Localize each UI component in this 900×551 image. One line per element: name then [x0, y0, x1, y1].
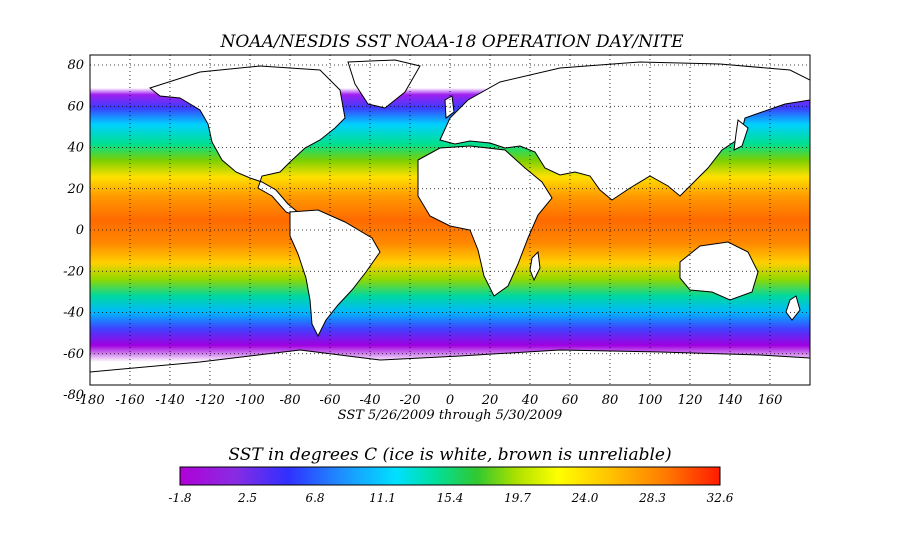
- colorbar-tick-label: 19.7: [504, 491, 531, 505]
- lat-tick-label: -80: [63, 388, 84, 403]
- colorbar-tick-label: -1.8: [168, 491, 192, 505]
- colorbar-tick-label: 28.3: [638, 491, 666, 505]
- map-title: NOAA/NESDIS SST NOAA-18 OPERATION DAY/NI…: [219, 32, 684, 52]
- lat-tick-label: 60: [67, 99, 84, 114]
- colorbar-title: SST in degrees C (ice is white, brown is…: [228, 445, 671, 465]
- lat-tick-label: 0: [76, 223, 84, 238]
- map-plot: [90, 55, 810, 385]
- lat-tick-label: 40: [66, 141, 84, 156]
- lat-tick-label: 80: [67, 58, 84, 73]
- colorbar-tick-label: 24.0: [571, 491, 599, 505]
- lon-tick-label: -100: [235, 393, 264, 408]
- lon-tick-label: -40: [360, 393, 381, 408]
- lon-tick-label: -120: [195, 393, 224, 408]
- lon-tick-label: -140: [155, 393, 184, 408]
- lon-tick-label: -80: [280, 393, 301, 408]
- uk-landmass: [444, 95, 455, 119]
- new-zealand-landmass: [785, 295, 801, 321]
- lon-tick-label: 120: [678, 393, 703, 408]
- colorbar-tick-label: 32.6: [707, 491, 734, 505]
- colorbar: [179, 466, 721, 486]
- latitude-axis: 80 60 40 20 0 -20 -40 -60 -80: [63, 58, 84, 403]
- lon-tick-label: 20: [481, 393, 499, 408]
- lat-tick-label: -60: [63, 347, 84, 362]
- lon-tick-label: 60: [562, 393, 579, 408]
- lat-tick-label: -40: [63, 306, 84, 321]
- lon-tick-label: 80: [602, 393, 619, 408]
- lat-tick-label: 20: [66, 182, 84, 197]
- lon-tick-label: -160: [115, 393, 144, 408]
- africa-landmass: [417, 145, 553, 297]
- land-masses: [90, 59, 810, 385]
- map-gridlines: [90, 55, 810, 385]
- colorbar-tick-label: 11.1: [369, 491, 396, 505]
- colorbar-tick-label: 15.4: [437, 491, 464, 505]
- lon-tick-label: -20: [400, 393, 421, 408]
- eurasia-landmass: [439, 61, 810, 201]
- lon-tick-label: 160: [758, 393, 783, 408]
- lat-tick-label: -20: [63, 264, 84, 279]
- lon-tick-label: 140: [718, 393, 743, 408]
- greenland-landmass: [347, 59, 421, 109]
- map-frame: [89, 54, 811, 386]
- longitude-axis: -180 -160 -140 -120 -100 -80 -60 -40 -20 0 20 40 60 8…: [75, 393, 782, 408]
- lon-tick-label: 100: [638, 393, 663, 408]
- japan-landmass: [733, 119, 749, 151]
- colorbar-tick-label: 6.8: [305, 491, 324, 505]
- lon-tick-label: 40: [521, 393, 539, 408]
- lon-tick-label: -60: [320, 393, 341, 408]
- lon-tick-label: -180: [75, 393, 104, 408]
- colorbar-tick-label: 2.5: [237, 491, 257, 505]
- lon-tick-label: 0: [446, 393, 454, 408]
- date-range: SST 5/26/2009 through 5/30/2009: [338, 408, 563, 423]
- north-america-landmass: [148, 65, 346, 217]
- colorbar-ticks: -1.8 2.5 6.8 11.1 15.4 19.7 24.0 28.3 32.6: [168, 491, 733, 505]
